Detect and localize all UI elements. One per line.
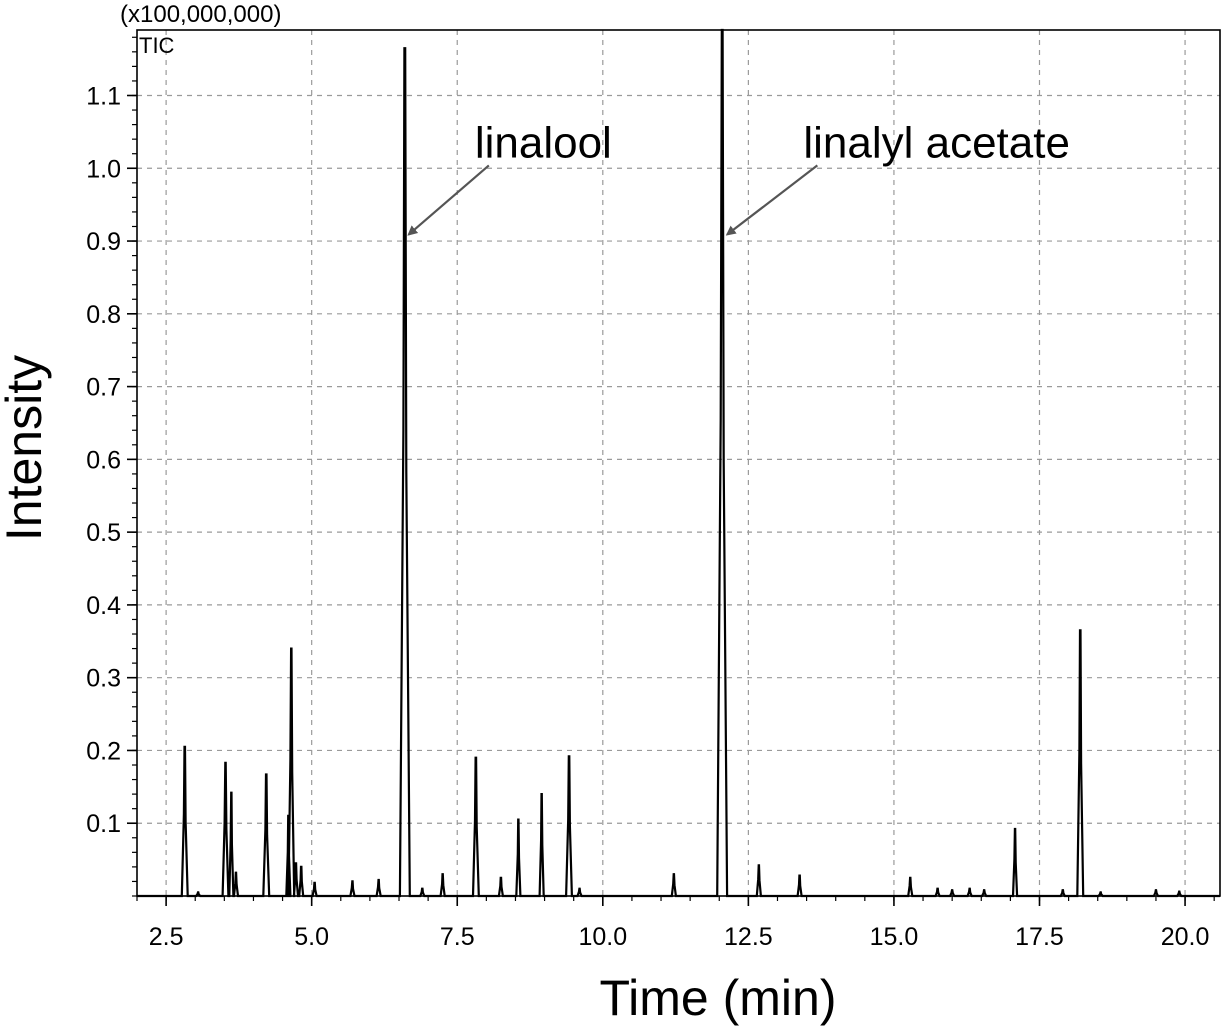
peak-apex [230, 792, 232, 794]
peak-apex [197, 891, 199, 894]
peak-apex [1062, 889, 1064, 891]
peak-apex [758, 864, 760, 867]
peak-apex [314, 882, 316, 884]
x-tick-label: 10.0 [578, 923, 627, 951]
trace-name-label: TIC [139, 33, 175, 58]
y-tick-label: 0.4 [86, 592, 121, 620]
y-tick-label: 1.1 [86, 82, 121, 110]
y-tick-label: 0.1 [86, 810, 121, 838]
peak-apex [983, 889, 985, 891]
y-tick-label: 1.0 [86, 155, 121, 183]
peak-apex [541, 793, 543, 795]
x-tick-label: 12.5 [724, 923, 773, 951]
y-tick-label: 0.5 [86, 519, 121, 547]
y-tick-label: 0.9 [86, 228, 121, 256]
peak-apex [578, 888, 581, 890]
axis-ticks: 2.5 5.0 7.5 10.0 12.5 15.0 17.5 20.0 0.1 0.2 0.3 0.… [86, 36, 1215, 951]
peak-annotations: linalool linalyl acetate [407, 118, 1070, 236]
peak-apex [721, 29, 723, 31]
peak-apex [224, 762, 227, 764]
peak-apex [1014, 828, 1016, 830]
y-tick-label: 0.7 [86, 374, 121, 402]
y-tick-label: 0.8 [86, 301, 121, 329]
grid-lines [137, 30, 1220, 896]
x-tick-label: 7.5 [440, 923, 475, 951]
peak-apex [184, 746, 186, 748]
x-tick-label: 20.0 [1161, 923, 1210, 951]
peak-apex [969, 888, 971, 890]
peak-apex [351, 880, 353, 883]
peak-annotation-label: linalyl acetate [803, 118, 1070, 167]
x-tick-label: 15.0 [870, 923, 919, 951]
annotation-arrow [725, 164, 819, 236]
y-tick-label: 0.6 [86, 446, 121, 474]
peak-apex [442, 873, 444, 875]
peak-apex [295, 862, 297, 864]
y-scale-factor-label: (x100,000,000) [120, 1, 281, 28]
peak-apex [568, 755, 570, 757]
x-axis-label: Time (min) [599, 970, 836, 1026]
peak-apex [1100, 891, 1102, 894]
peak-apex [421, 888, 423, 890]
peak-apex [475, 757, 477, 759]
peak-apex [951, 889, 953, 891]
y-tick-label: 0.3 [86, 665, 121, 693]
peak-apex [1155, 889, 1157, 891]
peak-apex [290, 648, 292, 650]
peak-apex [404, 47, 406, 49]
peak-apex [378, 879, 380, 881]
y-tick-label: 0.2 [86, 737, 121, 765]
peak-apex [799, 875, 801, 877]
peak-apex [1178, 891, 1180, 893]
peak-apex [909, 877, 911, 879]
x-tick-label: 2.5 [149, 923, 184, 951]
y-axis-label: Intensity [0, 355, 52, 541]
peak-annotation-label: linalool [475, 118, 612, 167]
peak-apex [300, 866, 302, 868]
annotation-arrow [407, 164, 490, 236]
peak-apex [517, 819, 520, 821]
peak-apex [235, 872, 237, 874]
peak-apex [265, 773, 267, 776]
x-tick-label: 5.0 [294, 923, 329, 951]
peak-apex [287, 815, 289, 817]
x-tick-label: 17.5 [1015, 923, 1064, 951]
peak-apex [1079, 629, 1081, 632]
peak-apex [937, 888, 939, 890]
peak-apex [500, 877, 502, 879]
peak-apex [673, 873, 675, 875]
tic-trace [137, 28, 1220, 898]
